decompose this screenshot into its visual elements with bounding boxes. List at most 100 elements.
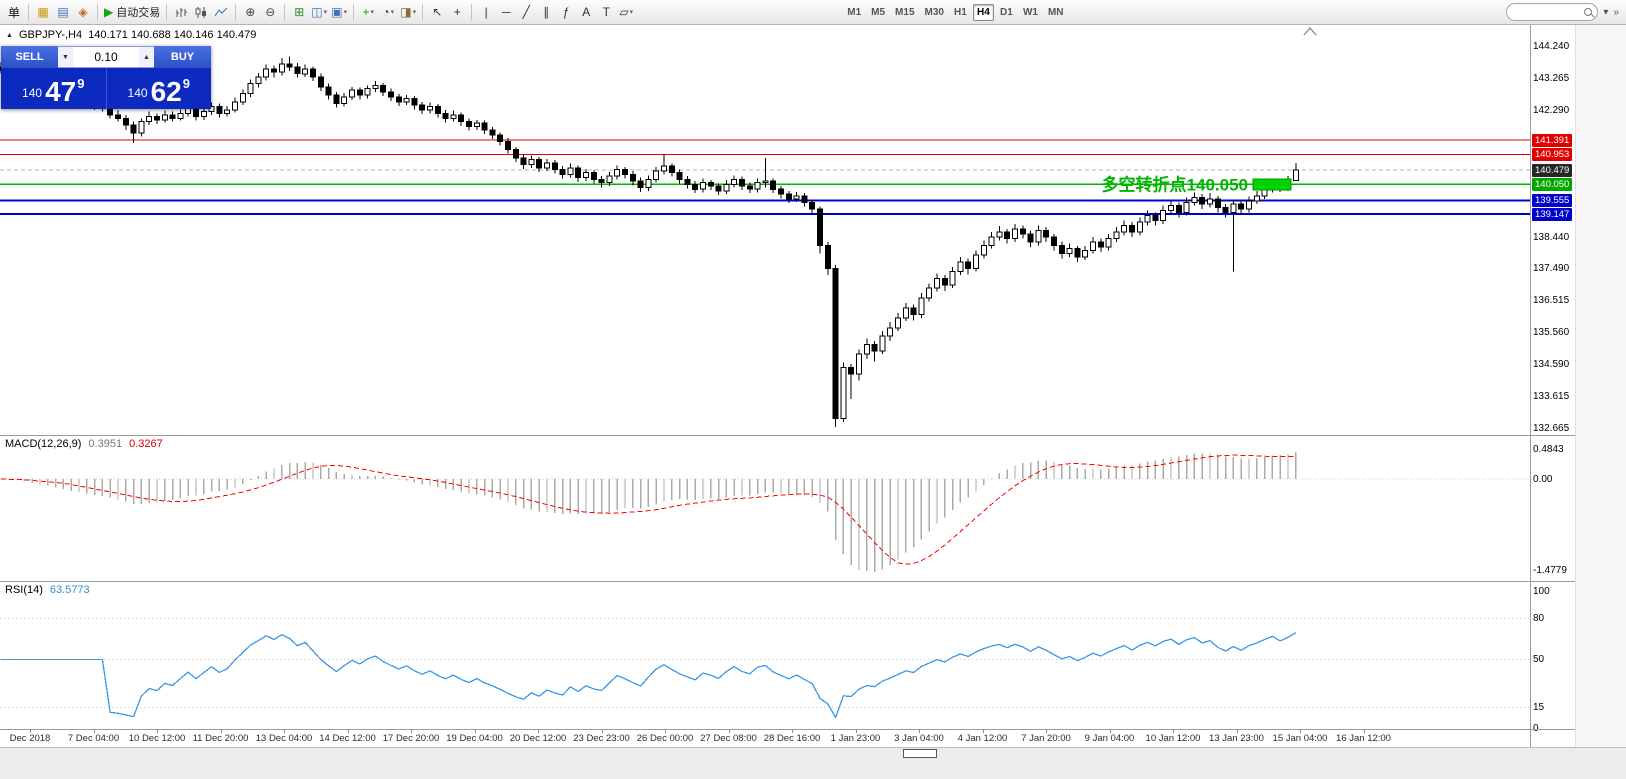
time-tick [1173,730,1174,733]
axis-label: 15 [1533,702,1545,713]
timeframe-h1[interactable]: H1 [954,6,967,18]
text-icon[interactable]: A [582,5,591,19]
time-tick [538,730,539,733]
time-axis-label: 16 Jan 12:00 [1336,733,1391,744]
macd-main-value: 0.3951 [88,438,123,450]
time-tick [93,730,95,733]
time-axis-label: 4 Jan 12:00 [957,733,1008,744]
time-tick [1046,730,1047,733]
toolbar-separator [422,3,424,21]
cascade-windows-icon[interactable]: ▣ ▾ [331,5,348,19]
data-window-icon[interactable]: ▤ [57,5,69,19]
toolbar-separator [284,3,286,21]
time-tick [30,730,31,733]
lot-size-input[interactable]: 0.10 [94,50,118,64]
sell-button[interactable]: SELL [1,46,58,68]
lot-decrease-button[interactable]: ▼ [58,47,73,67]
timeframe-m5[interactable]: M5 [871,6,886,18]
zoom-in-icon[interactable]: ⊕ [245,5,256,19]
timeframe-m15[interactable]: M15 [895,6,915,18]
symbol-ohlc-values: 140.171 140.688 140.146 140.479 [88,29,257,41]
timeframe-mn[interactable]: MN [1047,6,1064,18]
time-axis-label: 23 Dec 23:00 [573,733,630,744]
fibonacci-icon[interactable]: ƒ [562,5,570,19]
timeframe-h4[interactable]: H4 [972,3,994,21]
time-axis-label: Dec 2018 [9,733,51,744]
channel-icon[interactable]: ∥ [543,5,550,19]
vertical-line-icon[interactable]: | [484,5,488,19]
toolbar-separator [235,3,237,21]
price-axis: 144.240 143.265 142.290 141.391 140.953 140.4… [1531,0,1575,747]
svg-text:多空转折点140.050: 多空转折点140.050 [1102,174,1248,194]
time-axis-label: 7 Dec 04:00 [67,733,120,744]
buy-button[interactable]: BUY [154,46,211,68]
time-tick [792,730,793,733]
zoom-out-icon[interactable]: ⊖ [265,5,276,19]
navigator-icon[interactable]: ◈ [78,5,88,19]
axis-label: 138.440 [1533,231,1570,243]
templates-icon[interactable]: ◨ ▾ [400,5,417,19]
lot-size-control: ▼ 0.10 ▲ [58,46,154,68]
text-label-icon[interactable]: T [602,5,610,19]
search-box[interactable] [1506,3,1599,21]
axis-label: 0.4843 [1533,443,1564,455]
time-tick [474,730,476,733]
tile-windows-icon[interactable]: ◫ ▾ [311,5,328,19]
toolbar-overflow-icon[interactable]: » [1613,6,1619,18]
horizontal-line-icon[interactable]: ─ [501,5,511,19]
time-tick [919,730,920,733]
shapes-icon[interactable]: ▱ ▾ [619,5,634,19]
candlestick-type-icon[interactable] [191,2,211,22]
time-axis-label: 19 Dec 04:00 [446,733,503,744]
time-axis-label: 17 Dec 20:00 [382,733,440,744]
crosshair-icon[interactable]: + [453,5,461,19]
time-axis-label: 1 Jan 23:00 [830,733,881,744]
price-chart-canvas[interactable]: 多空转折点140.050 [0,25,1530,435]
time-axis-label: 10 Jan 12:00 [1145,733,1201,744]
panel-separator [0,729,1575,730]
price-level-badge: 141.391 [1532,133,1573,147]
chart-symbol-info: ▲ GBPJPY-,H4 140.171 140.688 140.146 140… [6,29,256,41]
axis-label: 0 [1533,722,1539,734]
timeframe-m30[interactable]: M30 [924,6,944,18]
axis-label: 144.240 [1533,40,1570,52]
autotrading-button[interactable]: ▶ 自动交易 [104,5,161,19]
one-click-trading-panel: SELL ▼ 0.10 ▲ BUY 140 47 9 140 62 9 [1,46,211,109]
axis-label: 0.00 [1533,473,1553,485]
time-tick [1300,730,1301,733]
ask-price[interactable]: 140 62 9 [107,68,212,109]
time-axis-label: 7 Jan 20:00 [1021,733,1071,744]
add-indicator-icon[interactable]: + ▾ [362,5,374,19]
time-axis-label: 27 Dec 08:00 [700,733,757,744]
bid-price[interactable]: 140 47 9 [1,68,107,109]
timeframe-m1[interactable]: M1 [847,6,862,18]
axis-label: 133.615 [1533,391,1570,403]
cursor-icon[interactable]: ↖ [432,5,443,19]
ask-pips: 62 [150,76,182,108]
panel-separator [0,435,1575,436]
time-axis-label: 3 Jan 04:00 [894,733,944,744]
timeframe-d1[interactable]: D1 [1000,6,1013,18]
price-level-badge: 140.479 [1532,163,1573,177]
bar-chart-type-icon[interactable] [171,2,191,22]
lot-increase-button[interactable]: ▲ [139,47,154,67]
search-icon [1584,8,1593,16]
panel-separator [0,581,1575,582]
rsi-indicator-canvas[interactable] [0,582,1530,729]
periods-clock-icon[interactable]: ◔ ▾ [382,5,395,19]
search-input[interactable] [1515,6,1585,18]
timeframe-w1[interactable]: W1 [1022,6,1038,18]
ask-point: 9 [182,76,190,91]
macd-indicator-canvas[interactable] [0,436,1530,581]
horizontal-scrollbar-thumb[interactable] [903,749,937,758]
new-order-button[interactable]: 单 [7,5,20,20]
toolbar-dropdown-icon[interactable]: ▾ [1603,6,1609,18]
rsi-value: 63.5773 [49,584,90,596]
line-chart-type-icon[interactable] [211,2,231,22]
price-level-badge: 140.953 [1532,148,1573,161]
bottom-scrollbar-track [0,747,1626,779]
market-watch-icon[interactable]: ▦ [37,5,49,19]
grid-icon[interactable]: ⊞ [294,5,305,19]
trendline-icon[interactable]: ╱ [522,5,530,19]
time-tick [855,730,857,733]
